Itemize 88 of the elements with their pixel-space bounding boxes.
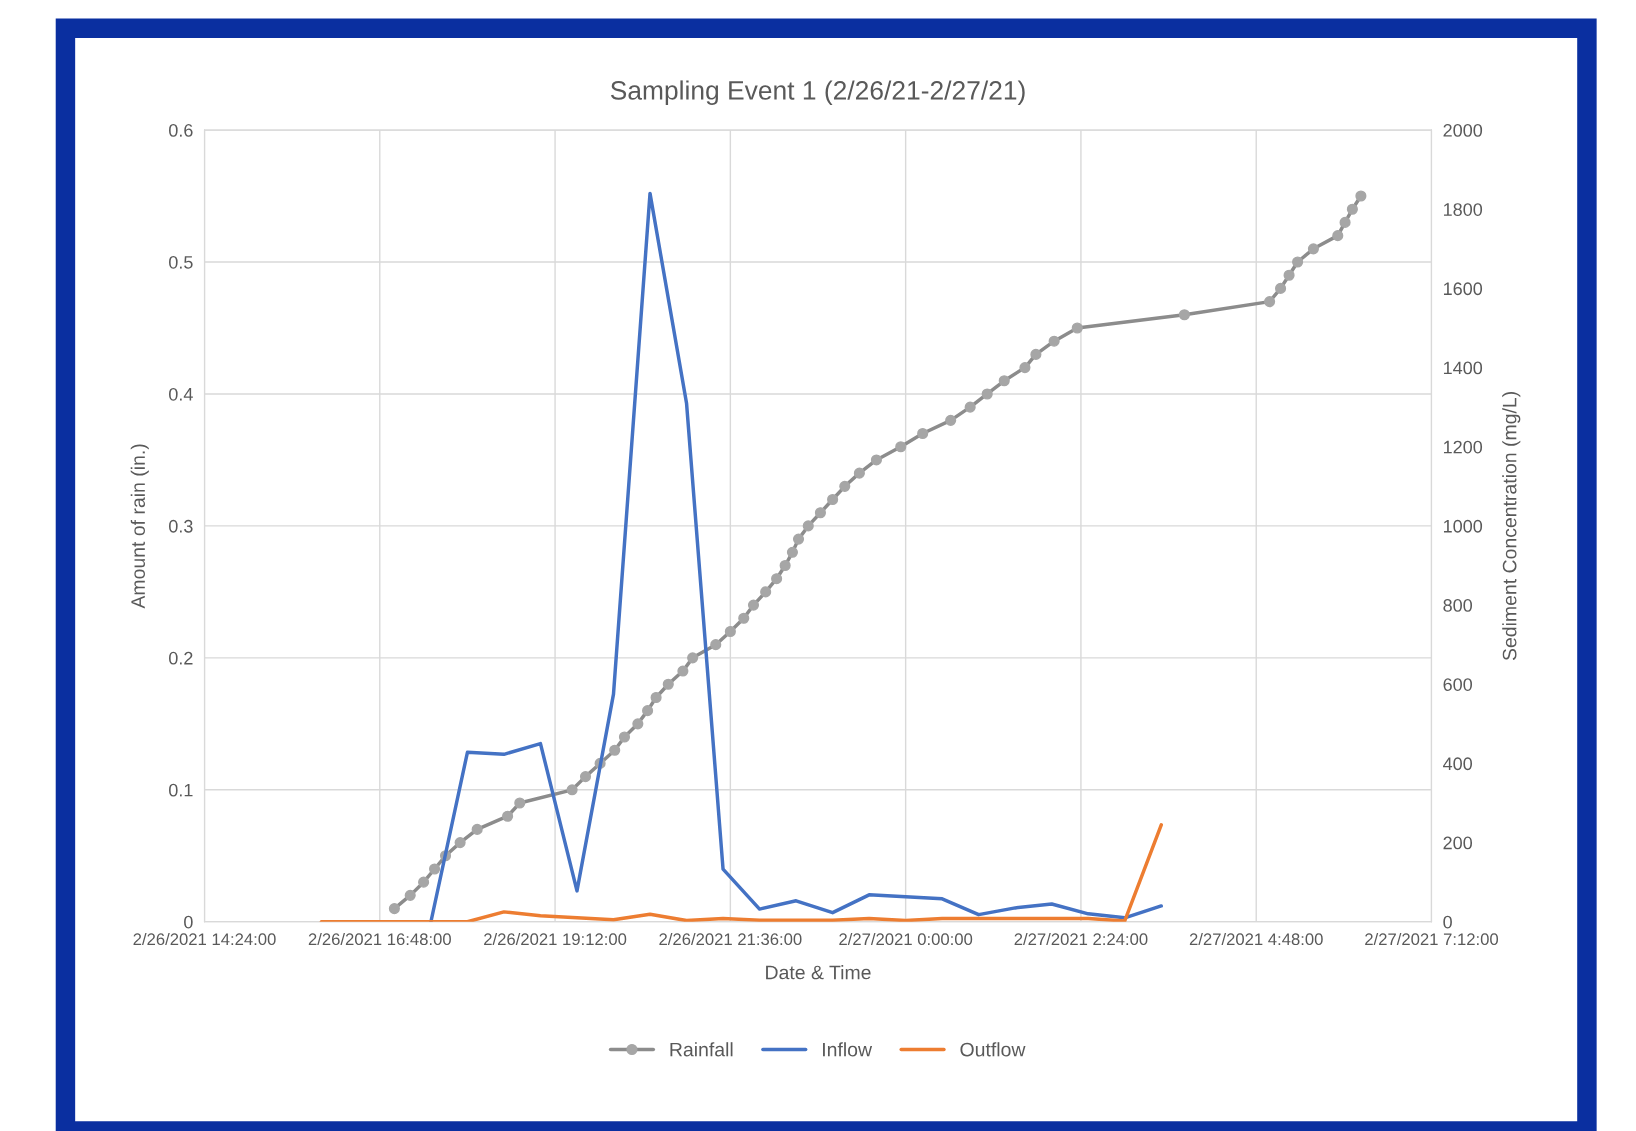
point	[802, 520, 814, 532]
point	[1292, 256, 1304, 268]
point	[760, 586, 772, 598]
point	[1264, 296, 1276, 308]
point	[792, 533, 805, 545]
point	[404, 889, 416, 901]
x-tick-label: 2/27/2021 2:24:00	[1014, 932, 1148, 946]
legend-label: Rainfall	[670, 1042, 733, 1057]
point	[827, 493, 839, 506]
x-tick-label: 2/27/2021 0:00:00	[839, 932, 973, 946]
y2-tick-label: 600	[1443, 678, 1473, 691]
y2-tick-label: 0	[1443, 915, 1452, 929]
point	[388, 903, 400, 915]
y2-tick-label: 800	[1443, 599, 1473, 612]
point	[1283, 269, 1295, 281]
point	[895, 441, 907, 453]
point	[609, 744, 621, 756]
y-tick-label: 0.1	[169, 783, 193, 797]
y2-tick-label: 1400	[1443, 361, 1483, 375]
x-tick-label: 2/27/2021 4:48:00	[1189, 932, 1323, 946]
point	[814, 507, 826, 519]
y2-tick-label: 1800	[1443, 203, 1483, 216]
point	[1019, 362, 1031, 374]
y2-axis-title: Sediment Concentration (mg/L)	[1502, 392, 1521, 661]
point	[632, 718, 644, 730]
y-tick-label: 0.5	[169, 255, 193, 269]
y2-tick-label: 2000	[1443, 124, 1483, 137]
point	[1339, 216, 1351, 228]
point	[429, 863, 441, 875]
x-tick-label: 2/26/2021 19:12:00	[484, 932, 627, 946]
point	[418, 876, 430, 888]
point	[471, 823, 483, 835]
point	[964, 401, 976, 413]
y2-tick-label: 1000	[1443, 519, 1483, 533]
x-tick-label: 2/26/2021 16:48:00	[308, 932, 451, 946]
point	[779, 559, 791, 572]
point	[1030, 348, 1042, 360]
x-tick-label: 2/26/2021 21:36:00	[659, 932, 802, 946]
point	[1071, 322, 1083, 334]
point	[618, 731, 631, 743]
point	[870, 454, 882, 466]
point	[771, 573, 783, 585]
point	[747, 599, 760, 611]
y2-tick-label: 400	[1443, 757, 1473, 771]
point	[1275, 282, 1287, 294]
point	[662, 678, 674, 690]
y-tick-label: 0.6	[169, 124, 193, 137]
point	[502, 810, 514, 822]
point	[981, 388, 993, 400]
x-axis-title: Date & Time	[766, 965, 871, 980]
chart-title: Sampling Event 1 (2/26/21-2/27/21)	[610, 80, 1025, 105]
y-axis-title: Amount of rain (in.)	[130, 444, 149, 609]
point	[687, 652, 699, 664]
point	[1332, 230, 1344, 242]
y2-tick-label: 1200	[1443, 440, 1483, 454]
x-tick-label: 2/27/2021 7:12:00	[1365, 932, 1499, 946]
line-series	[429, 191, 1164, 922]
y-tick-label: 0.3	[169, 519, 193, 533]
point	[853, 467, 865, 479]
point	[738, 612, 750, 624]
point	[710, 639, 722, 651]
y-tick-label: 0	[184, 915, 193, 929]
x-tick-label: 2/26/2021 14:24:00	[133, 932, 276, 946]
point	[579, 771, 592, 783]
point	[1346, 203, 1358, 215]
y2-tick-label: 200	[1443, 836, 1473, 850]
point	[1307, 243, 1319, 255]
point	[839, 480, 851, 492]
line-series	[319, 823, 1164, 922]
point	[998, 375, 1010, 387]
point	[514, 797, 526, 809]
y-tick-label: 0.4	[169, 387, 193, 401]
point	[945, 414, 957, 426]
point	[642, 705, 654, 717]
point	[566, 784, 578, 796]
point	[1355, 190, 1367, 202]
point	[677, 665, 689, 677]
point	[1048, 335, 1060, 347]
legend-label: Outflow	[960, 1042, 1026, 1057]
point	[724, 625, 736, 638]
y-tick-label: 0.2	[169, 651, 193, 665]
y2-tick-label: 1600	[1443, 282, 1483, 296]
legend-label: Inflow	[823, 1042, 873, 1057]
point	[917, 427, 929, 440]
point	[650, 691, 662, 704]
point	[454, 837, 466, 849]
point	[786, 546, 798, 558]
point	[1178, 309, 1190, 321]
